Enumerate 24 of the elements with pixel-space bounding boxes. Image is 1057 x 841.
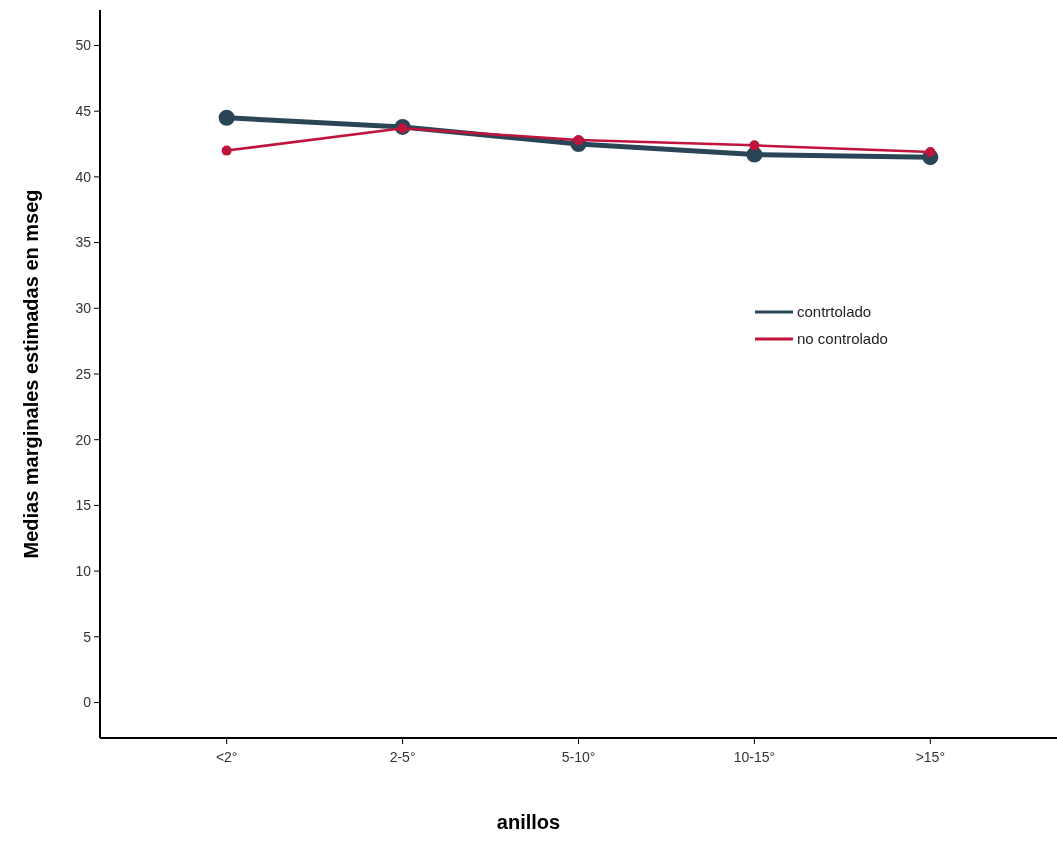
point — [221, 145, 232, 156]
y-tick-label: 5 — [83, 628, 92, 645]
y-tick-label: 50 — [75, 37, 92, 54]
point — [218, 109, 235, 126]
point — [925, 146, 936, 157]
y-tick-label: 45 — [75, 103, 92, 120]
x-tick-label: 2-5° — [389, 749, 416, 765]
y-tick-label: 35 — [75, 234, 92, 251]
y-tick-label: 40 — [75, 168, 92, 185]
point — [749, 140, 760, 151]
x-tick-label: <2° — [215, 749, 238, 765]
x-axis-title: anillos — [496, 811, 561, 833]
y-tick-label: 0 — [83, 694, 92, 711]
legend-label: no controlado — [797, 330, 888, 348]
x-tick-label: >15° — [915, 749, 946, 765]
x-tick-label: 10-15° — [733, 749, 776, 765]
y-axis-title: Medias marginales estimadas en mseg — [20, 189, 42, 559]
y-tick-label: 30 — [75, 300, 92, 317]
y-tick-label: 20 — [75, 431, 92, 448]
y-tick-label: 25 — [75, 365, 92, 382]
legend-label: contrtolado — [797, 303, 872, 321]
y-tick-label: 10 — [75, 563, 92, 580]
x-tick-label: 5-10° — [561, 749, 596, 765]
y-tick-label: 15 — [75, 497, 92, 514]
